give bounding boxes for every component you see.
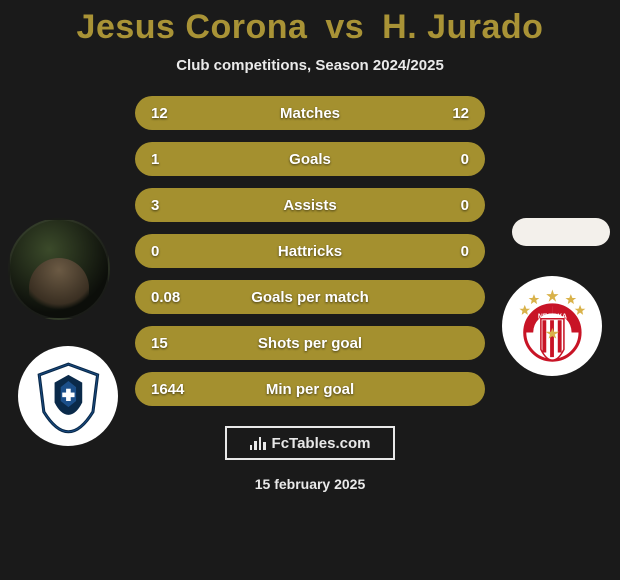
stat-right: 0 xyxy=(409,243,469,260)
club-badge-left xyxy=(18,346,118,446)
stat-label: Hattricks xyxy=(211,243,409,260)
bars-icon xyxy=(250,436,266,450)
stat-left: 1644 xyxy=(151,381,211,398)
stat-row-goals-per-match: 0.08 Goals per match xyxy=(135,280,485,314)
stat-left: 12 xyxy=(151,105,211,122)
avatar-player1 xyxy=(8,218,110,320)
stat-row-goals: 1 Goals 0 xyxy=(135,142,485,176)
stat-row-min-per-goal: 1644 Min per goal xyxy=(135,372,485,406)
stat-left: 1 xyxy=(151,151,211,168)
stat-label: Shots per goal xyxy=(211,335,409,352)
stat-left: 0.08 xyxy=(151,289,211,306)
stat-row-shots-per-goal: 15 Shots per goal xyxy=(135,326,485,360)
stat-label: Goals xyxy=(211,151,409,168)
stat-right: 0 xyxy=(409,151,469,168)
page-title: Jesus Corona vs H. Jurado xyxy=(77,8,544,47)
club-badge-left-icon xyxy=(30,358,107,435)
title-player2: H. Jurado xyxy=(382,8,543,46)
club-badge-right-icon: NECAXA xyxy=(514,288,591,365)
stat-row-hattricks: 0 Hattricks 0 xyxy=(135,234,485,268)
branding-box: FcTables.com xyxy=(225,426,395,460)
title-player1: Jesus Corona xyxy=(77,8,308,46)
stat-row-matches: 12 Matches 12 xyxy=(135,96,485,130)
stat-label: Matches xyxy=(211,105,409,122)
stat-row-assists: 3 Assists 0 xyxy=(135,188,485,222)
infographic-root: Jesus Corona vs H. Jurado Club competiti… xyxy=(0,0,620,580)
stat-label: Min per goal xyxy=(211,381,409,398)
stat-left: 0 xyxy=(151,243,211,260)
stat-left: 3 xyxy=(151,197,211,214)
stat-right: 0 xyxy=(409,197,469,214)
club-badge-right: NECAXA xyxy=(502,276,602,376)
stat-right: 12 xyxy=(409,105,469,122)
branding-text: FcTables.com xyxy=(272,435,371,452)
stat-left: 15 xyxy=(151,335,211,352)
avatar-player2 xyxy=(512,218,610,246)
title-vs: vs xyxy=(325,8,364,46)
date-label: 15 february 2025 xyxy=(255,476,366,492)
stat-label: Goals per match xyxy=(211,289,409,306)
subtitle: Club competitions, Season 2024/2025 xyxy=(176,57,444,74)
stats-area: NECAXA 12 Matches 12 1 Goals 0 3 Assists… xyxy=(0,96,620,418)
stat-label: Assists xyxy=(211,197,409,214)
